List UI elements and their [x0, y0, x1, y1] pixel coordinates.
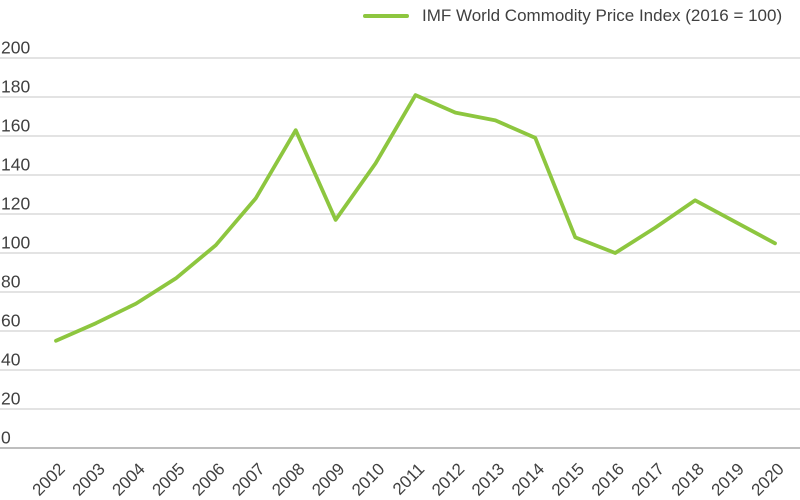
x-axis-tick-label: 2019: [708, 459, 748, 499]
x-axis-tick-label: 2006: [188, 459, 228, 499]
legend-line-swatch[interactable]: [363, 14, 409, 18]
y-axis-tick-label: 140: [1, 155, 30, 175]
x-axis-tick-label: 2003: [69, 459, 109, 499]
x-axis-labels-group: 2002 2003 2004 2005 2006 2007 2008 2009 2010 2011…: [29, 459, 788, 499]
x-axis-tick-label: 2015: [548, 459, 588, 499]
y-axis-tick-label: 120: [1, 194, 30, 214]
y-axis-tick-label: 100: [1, 233, 30, 253]
x-axis-tick-label: 2012: [428, 459, 468, 499]
x-axis-tick-label: 2004: [109, 459, 149, 499]
commodity-index-series-line: [54, 93, 777, 343]
y-axis-tick-label: 180: [1, 77, 30, 97]
x-axis-tick-label: 2018: [668, 459, 708, 499]
y-axis-tick-label: 80: [1, 272, 21, 292]
chart-legend: IMF World Commodity Price Index (2016 = …: [363, 6, 782, 26]
x-axis-tick-label: 2017: [628, 459, 668, 499]
x-axis-tick-label: 2014: [508, 459, 548, 499]
y-axis-tick-label: 0: [1, 428, 11, 448]
x-axis-tick-label: 2005: [148, 459, 188, 499]
y-axis-tick-label: 200: [1, 38, 30, 58]
x-axis-tick-label: 2007: [228, 459, 268, 499]
gridlines-group: [0, 57, 800, 449]
x-axis-tick-label: 2008: [268, 459, 308, 499]
x-axis-tick-label: 2011: [389, 459, 428, 498]
x-axis-tick-label: 2020: [748, 459, 788, 499]
y-axis-labels-group: 0 20 40 60 80 100 120 140 160 180 200: [1, 38, 30, 448]
x-axis-tick-label: 2016: [588, 459, 628, 499]
x-axis-tick-label: 2002: [29, 459, 69, 499]
y-axis-tick-label: 160: [1, 116, 30, 136]
x-axis-tick-label: 2010: [348, 459, 388, 499]
x-axis-tick-label: 2013: [468, 459, 508, 499]
x-axis-tick-label: 2009: [308, 459, 348, 499]
y-axis-tick-label: 60: [1, 311, 21, 331]
legend-series-label[interactable]: IMF World Commodity Price Index (2016 = …: [422, 6, 783, 25]
y-axis-tick-label: 20: [1, 389, 21, 409]
y-axis-tick-label: 40: [1, 350, 21, 370]
series-group: [54, 93, 777, 343]
